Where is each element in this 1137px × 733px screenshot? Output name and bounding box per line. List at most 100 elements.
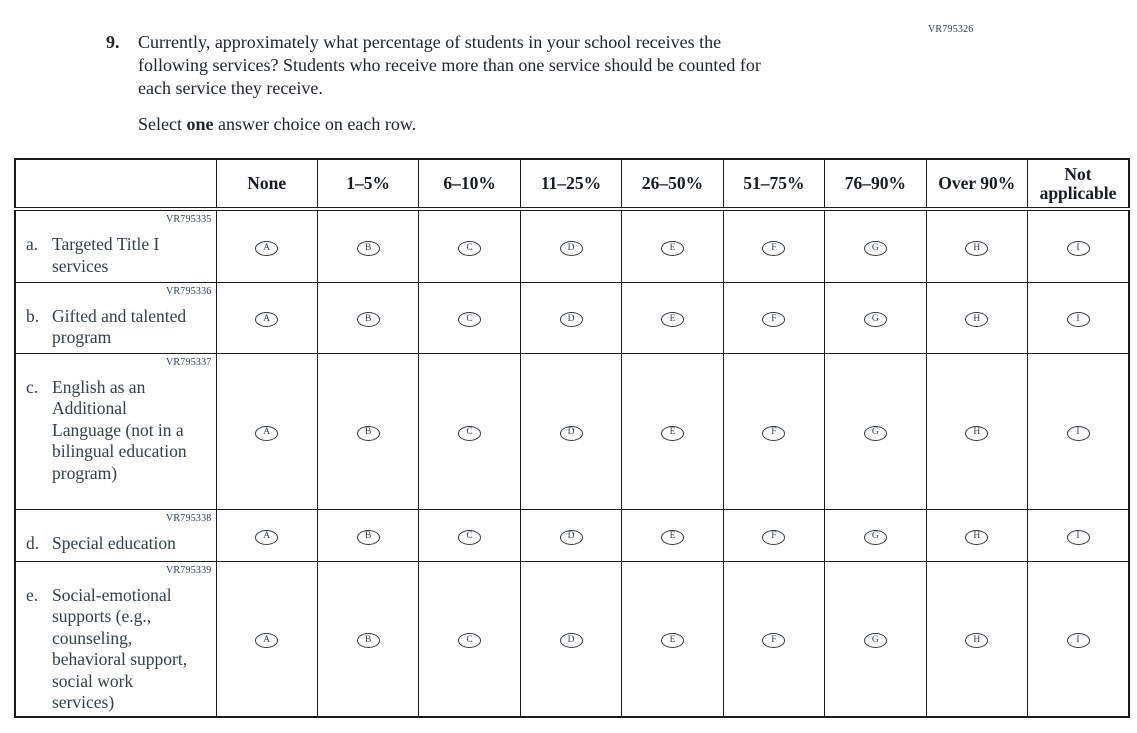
answer-bubble-a[interactable]: A <box>255 633 279 649</box>
row-item-letter: c. <box>26 376 39 397</box>
table-row: VR795337 c. English as an Additional Langu… <box>14 352 1130 510</box>
answer-bubble-d[interactable]: D <box>559 633 583 649</box>
option-cell: H <box>925 508 1029 562</box>
table-row: VR795339 e. Social-emotional supports (e.g… <box>14 560 1130 718</box>
corner-cell <box>14 158 217 211</box>
answer-bubble-c[interactable]: C <box>458 633 482 649</box>
answer-bubble-c[interactable]: C <box>458 425 482 441</box>
column-header: 26–50% <box>621 158 724 211</box>
answer-bubble-f[interactable]: F <box>762 312 786 328</box>
option-cell: E <box>621 208 724 283</box>
instruction-suffix: answer choice on each row. <box>213 114 417 134</box>
answer-bubble-i[interactable]: I <box>1066 312 1090 328</box>
option-cell: D <box>519 352 623 510</box>
answer-bubble-e[interactable]: E <box>660 240 684 256</box>
option-cell: C <box>418 352 521 510</box>
answer-bubble-g[interactable]: G <box>863 633 887 649</box>
row-label: a. Targeted Title I services <box>16 234 216 277</box>
row-item-label: Gifted and talented program <box>52 305 187 348</box>
option-cell: E <box>621 281 724 354</box>
answer-bubble-b[interactable]: B <box>356 425 380 441</box>
answer-bubble-g[interactable]: G <box>863 312 887 328</box>
answer-bubble-i[interactable]: I <box>1066 240 1090 256</box>
row-variable-code: VR795338 <box>166 512 212 524</box>
option-cell: B <box>316 508 420 562</box>
answer-bubble-g[interactable]: G <box>863 529 887 545</box>
answer-bubble-e[interactable]: E <box>660 425 684 441</box>
answer-bubble-d[interactable]: D <box>559 425 583 441</box>
answer-bubble-c[interactable]: C <box>458 240 482 256</box>
answer-bubble-h[interactable]: H <box>965 425 989 441</box>
option-cell: F <box>722 208 826 283</box>
option-cell: H <box>925 208 1029 283</box>
answer-bubble-i[interactable]: I <box>1066 529 1090 545</box>
column-header: Over 90% <box>925 158 1029 211</box>
table-row: VR795338 d. Special education A B C D E F G H I <box>14 508 1130 562</box>
question-number: 9. <box>106 32 120 52</box>
option-cell: I <box>1027 281 1130 354</box>
answer-bubble-b[interactable]: B <box>356 529 380 545</box>
option-cell: C <box>418 508 521 562</box>
option-cell: C <box>418 281 521 354</box>
option-cell: D <box>519 508 623 562</box>
option-cell: I <box>1027 560 1130 718</box>
question-line: each service they receive. <box>138 78 323 98</box>
answer-bubble-h[interactable]: H <box>965 633 989 649</box>
option-cell: B <box>316 208 420 283</box>
response-grid: None 1–5% 6–10% 11–25% 26–50% 51–75% 76–90% Ove… <box>14 158 1130 718</box>
answer-bubble-d[interactable]: D <box>559 312 583 328</box>
answer-bubble-g[interactable]: G <box>863 240 887 256</box>
answer-bubble-g[interactable]: G <box>863 425 887 441</box>
row-item-label: Special education <box>52 532 176 553</box>
question-line: Currently, approximately what percentage… <box>138 32 722 52</box>
answer-bubble-h[interactable]: H <box>965 529 989 545</box>
column-header: None <box>215 158 318 211</box>
row-item-label: English as an Additional Language (not i… <box>52 376 187 483</box>
answer-bubble-f[interactable]: F <box>762 425 786 441</box>
form-code: VR795326 <box>928 24 974 35</box>
option-cell: G <box>824 352 927 510</box>
answer-bubble-i[interactable]: I <box>1066 633 1090 649</box>
answer-bubble-b[interactable]: B <box>356 633 380 649</box>
answer-bubble-f[interactable]: F <box>762 529 786 545</box>
answer-bubble-a[interactable]: A <box>255 425 279 441</box>
option-cell: G <box>824 281 927 354</box>
answer-bubble-h[interactable]: H <box>965 312 989 328</box>
answer-bubble-b[interactable]: B <box>356 240 380 256</box>
question-text: Currently, approximately what percentage… <box>138 31 761 100</box>
answer-bubble-a[interactable]: A <box>255 240 279 256</box>
answer-bubble-f[interactable]: F <box>762 240 786 256</box>
table-row: VR795335 a. Targeted Title I services A B C D E… <box>14 208 1130 283</box>
column-header: 76–90% <box>824 158 927 211</box>
option-cell: C <box>418 560 521 718</box>
answer-bubble-e[interactable]: E <box>660 633 684 649</box>
option-cell: C <box>418 208 521 283</box>
question-body: Currently, approximately what percentage… <box>138 31 761 136</box>
option-cell: G <box>824 560 927 718</box>
answer-bubble-e[interactable]: E <box>660 529 684 545</box>
option-cell: A <box>215 352 318 510</box>
option-cell: H <box>925 560 1029 718</box>
answer-bubble-b[interactable]: B <box>356 312 380 328</box>
row-item-letter: b. <box>26 305 40 326</box>
row-label-cell: VR795338 d. Special education <box>14 508 217 562</box>
option-cell: G <box>824 508 927 562</box>
answer-bubble-h[interactable]: H <box>965 240 989 256</box>
row-item-letter: d. <box>26 532 40 553</box>
answer-bubble-f[interactable]: F <box>762 633 786 649</box>
answer-bubble-d[interactable]: D <box>559 240 583 256</box>
answer-bubble-d[interactable]: D <box>559 529 583 545</box>
column-header: 11–25% <box>519 158 623 211</box>
answer-bubble-c[interactable]: C <box>458 529 482 545</box>
option-cell: G <box>824 208 927 283</box>
option-cell: D <box>519 281 623 354</box>
answer-bubble-i[interactable]: I <box>1066 425 1090 441</box>
option-cell: H <box>925 281 1029 354</box>
answer-bubble-e[interactable]: E <box>660 312 684 328</box>
question-line: following services? Students who receive… <box>138 55 761 75</box>
row-item-letter: e. <box>26 584 39 605</box>
answer-bubble-a[interactable]: A <box>255 529 279 545</box>
answer-bubble-c[interactable]: C <box>458 312 482 328</box>
answer-bubble-a[interactable]: A <box>255 312 279 328</box>
